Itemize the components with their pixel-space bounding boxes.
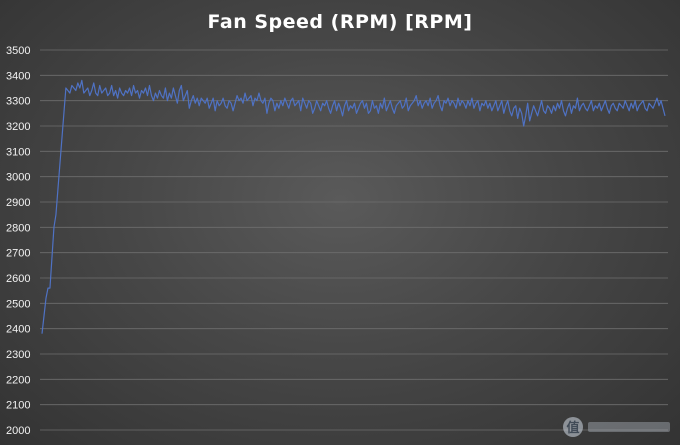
y-tick-label: 2900 [6, 197, 30, 209]
y-tick-label: 2600 [6, 273, 30, 285]
y-tick-label: 2500 [6, 298, 30, 310]
y-tick-label: 3200 [6, 121, 30, 133]
y-tick-label: 2000 [6, 425, 30, 437]
y-tick-label: 3400 [6, 70, 30, 82]
y-axis-ticks: 2000 2100 2200 2300 2400 2500 2600 2700 2800 2900… [6, 45, 30, 437]
series-line [41, 79, 666, 334]
y-tick-label: 2300 [6, 349, 30, 361]
y-tick-label: 3300 [6, 96, 30, 108]
series-layer [41, 79, 666, 334]
y-tick-label: 2800 [6, 222, 30, 234]
y-tick-label: 2100 [6, 400, 30, 412]
svg-text:值: 值 [566, 420, 579, 436]
gridlines [40, 49, 668, 431]
y-tick-label: 2700 [6, 248, 30, 260]
chart-title: Fan Speed (RPM) [RPM] [207, 11, 473, 33]
watermark-logo: 值 [563, 417, 670, 437]
y-tick-label: 3100 [6, 146, 30, 158]
y-tick-label: 2200 [6, 374, 30, 386]
y-tick-label: 3500 [6, 45, 30, 57]
y-tick-label: 3000 [6, 172, 30, 184]
y-tick-label: 2400 [6, 324, 30, 336]
